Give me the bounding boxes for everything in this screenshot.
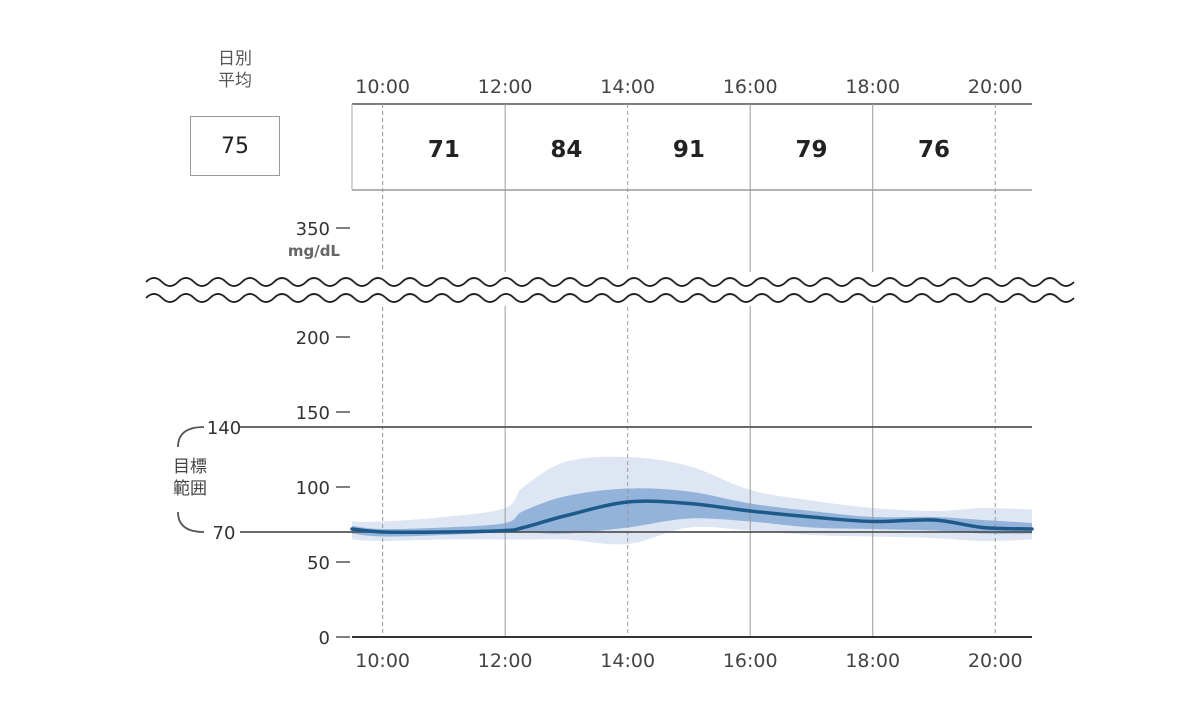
period-average-value: 79: [795, 137, 827, 163]
x-tick-label: 16:00: [723, 650, 778, 672]
top-time-label: 10:00: [355, 76, 410, 98]
median-line: [350, 499, 1034, 535]
daily-average-value: 75: [190, 116, 280, 176]
interquartile-band: [352, 488, 1032, 537]
y-tick-label: 150: [296, 403, 330, 424]
top-time-label: 18:00: [845, 76, 900, 98]
target-low-label: 70: [213, 523, 236, 544]
period-average-value: 76: [918, 137, 950, 163]
daily-average-label-line2: 平均: [218, 71, 252, 91]
axis-break-wave: [145, 293, 1075, 303]
grid-layer: [382, 104, 996, 637]
target-high-label: 140: [207, 418, 241, 439]
period-average-value: 84: [550, 137, 582, 163]
target-range-label: 目標 範囲: [160, 456, 220, 500]
top-time-label: 16:00: [723, 76, 778, 98]
axes-layer: 140 70 0 50 100 150 200 350 10:00 12:00 14:00 16:00…: [177, 219, 1034, 672]
top-time-label: 20:00: [968, 76, 1023, 98]
y-tick-label: 350: [296, 219, 330, 240]
target-range-label-line2: 範囲: [173, 479, 207, 499]
y-tick-label: 0: [319, 628, 330, 649]
top-section: 10:00 12:00 14:00 16:00 18:00 20:00 71 84 91 79 76: [351, 76, 1032, 191]
period-average-value: 71: [428, 137, 460, 163]
period-average-value: 91: [673, 137, 705, 163]
unit-label: mg/dL: [287, 242, 340, 260]
y-tick-label: 200: [296, 328, 330, 349]
target-bracket-bottom: [177, 511, 205, 533]
x-tick-label: 10:00: [355, 650, 410, 672]
axis-break-wave: [145, 277, 1075, 287]
axis-break: [145, 272, 1075, 306]
x-tick-label: 18:00: [845, 650, 900, 672]
top-time-label: 14:00: [600, 76, 655, 98]
top-time-label: 12:00: [478, 76, 533, 98]
target-range-label-line1: 目標: [173, 457, 207, 477]
x-tick-label: 20:00: [968, 650, 1023, 672]
y-tick-label: 50: [307, 553, 330, 574]
x-tick-label: 12:00: [478, 650, 533, 672]
target-bracket-top: [177, 426, 205, 448]
y-tick-label: 100: [296, 478, 330, 499]
x-tick-label: 14:00: [600, 650, 655, 672]
daily-average-label: 日別 平均: [190, 48, 280, 92]
daily-average-label-line1: 日別: [218, 49, 252, 69]
